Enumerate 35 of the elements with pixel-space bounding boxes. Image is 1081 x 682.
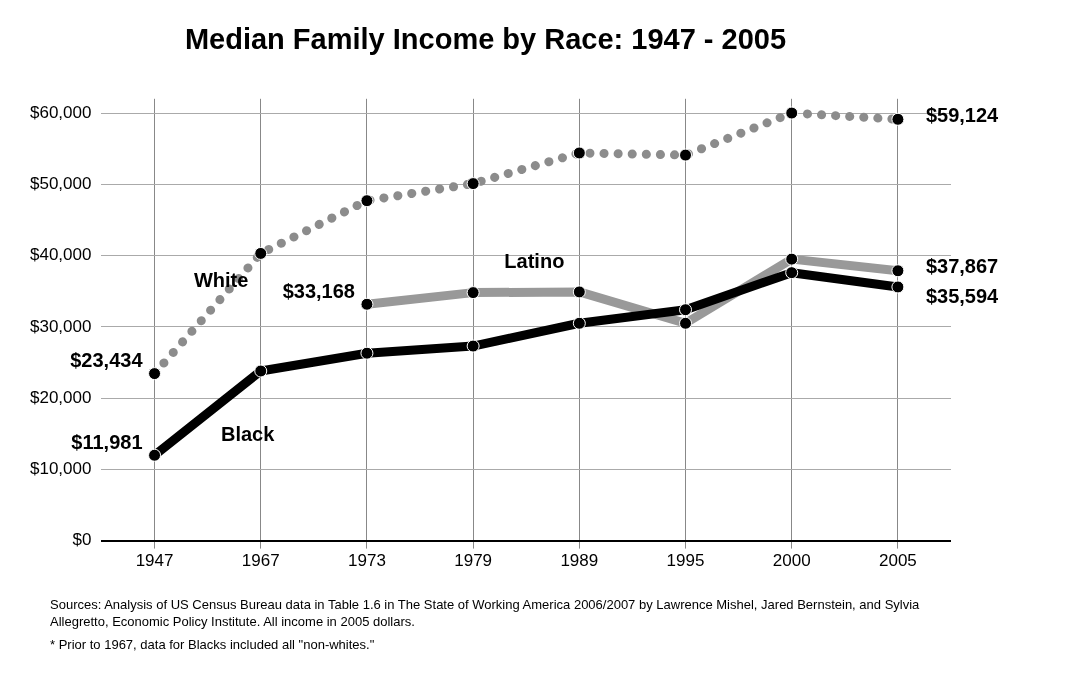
point <box>148 448 162 462</box>
data-label: $11,981 <box>71 430 143 453</box>
point <box>679 303 693 317</box>
y-tick-label: $10,000 <box>30 459 92 479</box>
series-label: Black <box>220 422 276 445</box>
chart-title: Median Family Income by Race: 1947 - 2005 <box>184 23 787 56</box>
y-tick-label: $20,000 <box>30 387 92 407</box>
point <box>360 346 374 360</box>
series-label: Latino <box>504 250 565 272</box>
y-tick-label: $0 <box>72 530 92 550</box>
data-label: $37,867 <box>925 255 999 278</box>
source-note: Sources: Analysis of US Census Bureau data in Table 1.6 in The State of Working America 2006/2007 by Lawrence Mishel, Jared Bernstein, and Sylvia Allegretto, Economic Policy Institute. All income in 2005 dollars. <box>50 596 921 630</box>
y-tick-label: $50,000 <box>30 174 92 193</box>
x-tick-label: 1995 <box>666 551 705 571</box>
text: * Prior to 1967, data for Blacks included all "non-whites." <box>50 636 376 653</box>
data-label: $35,594 <box>925 285 1000 308</box>
data-label: $59,124 <box>925 103 1000 126</box>
y-tick-label: $60,000 <box>30 102 92 122</box>
point <box>572 316 586 330</box>
point <box>466 339 480 353</box>
x-tick-label: 2005 <box>878 551 917 571</box>
x-tick-label: 1947 <box>135 551 174 571</box>
point <box>785 266 799 280</box>
x-tick-label: 1967 <box>241 551 280 571</box>
x-tick-label: 1979 <box>454 551 493 571</box>
y-tick-label: $30,000 <box>30 316 92 336</box>
series-label: White <box>193 269 249 292</box>
x-tick-label: 2000 <box>772 551 811 571</box>
point <box>254 364 268 378</box>
data-label: $23,434 <box>70 349 144 372</box>
y-tick-label: $40,000 <box>30 245 92 265</box>
x-tick-label: 1989 <box>560 551 599 571</box>
x-tick-label: 1973 <box>348 551 386 571</box>
point <box>891 280 905 294</box>
data-label: $33,168 <box>282 279 355 302</box>
